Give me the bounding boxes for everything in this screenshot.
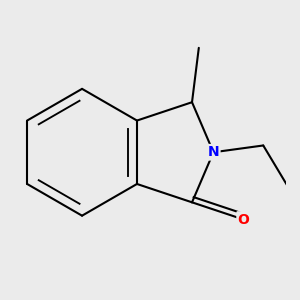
- Text: N: N: [208, 145, 219, 159]
- Text: O: O: [238, 212, 250, 226]
